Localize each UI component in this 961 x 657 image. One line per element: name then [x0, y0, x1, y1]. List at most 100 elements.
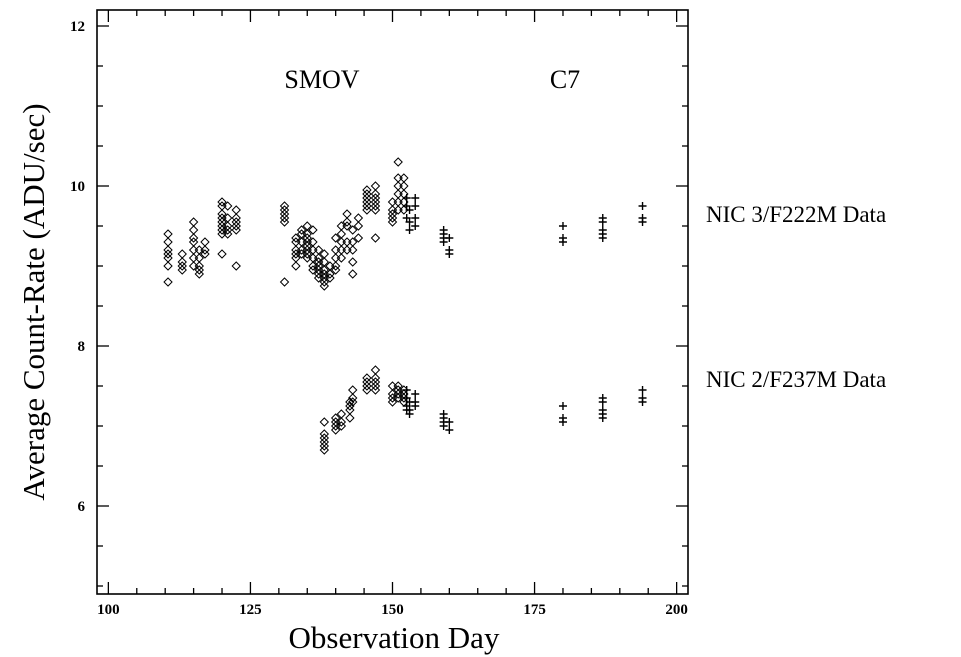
data-point-diamond: [336, 417, 347, 427]
data-point-diamond: [163, 229, 173, 239]
data-point-plus: [445, 250, 454, 258]
y-tick-label: 8: [78, 339, 86, 355]
data-point-plus: [558, 238, 567, 246]
data-point-diamond: [348, 385, 358, 395]
data-point-diamond: [393, 157, 403, 167]
data-point-plus: [402, 194, 411, 202]
x-tick-label: 100: [97, 602, 120, 618]
x-axis-title: Observation Day: [289, 620, 500, 655]
data-point-diamond: [319, 445, 330, 455]
data-point-diamond: [362, 201, 372, 211]
data-point-diamond: [370, 205, 381, 215]
data-point-diamond: [194, 269, 204, 279]
data-point-diamond: [353, 221, 364, 231]
data-point-plus: [558, 402, 567, 410]
data-point-plus: [445, 418, 454, 426]
data-point-diamond: [291, 233, 301, 243]
plot-frame: [96, 9, 689, 595]
data-point-diamond: [330, 233, 341, 243]
y-tick-label: 12: [70, 19, 85, 35]
data-point-diamond: [163, 237, 173, 247]
y-tick-label: 6: [78, 499, 86, 515]
annotations: SMOV C7: [284, 65, 580, 94]
data-point-plus: [411, 390, 420, 398]
data-point-plus: [439, 238, 448, 246]
data-point-plus: [598, 218, 607, 226]
data-point-diamond: [348, 397, 358, 407]
data-point-diamond: [348, 257, 358, 267]
data-point-diamond: [200, 249, 210, 259]
data-point-diamond: [387, 197, 398, 207]
x-tick-label: 125: [239, 602, 262, 618]
data-point-plus: [638, 398, 647, 406]
data-point-plus: [402, 386, 411, 394]
y-axis-title: Average Count-Rate (ADU/sec): [16, 103, 51, 500]
data-point-diamond: [330, 253, 341, 263]
data-point-diamond: [342, 245, 352, 255]
data-point-plus: [445, 234, 454, 242]
data-point-plus: [411, 202, 420, 210]
data-points: [163, 157, 647, 455]
x-tick-labels: 100 125 150 175 200: [97, 602, 688, 618]
annotation-label: SMOV: [284, 65, 359, 94]
data-point-diamond: [353, 233, 364, 243]
x-tick-label: 175: [523, 602, 546, 618]
data-point-diamond: [222, 201, 233, 211]
data-point-diamond: [342, 237, 352, 247]
data-point-plus: [598, 414, 607, 422]
data-point-diamond: [330, 425, 341, 435]
data-point-diamond: [387, 397, 398, 407]
x-tick-label: 150: [381, 602, 404, 618]
data-point-diamond: [399, 181, 409, 191]
data-point-plus: [598, 398, 607, 406]
data-point-diamond: [370, 201, 381, 211]
series-label: NIC 3/F222M Data: [706, 202, 886, 227]
data-point-diamond: [399, 173, 409, 183]
data-point-diamond: [188, 225, 199, 235]
data-point-diamond: [279, 277, 290, 287]
data-point-diamond: [362, 205, 372, 215]
data-point-diamond: [342, 221, 352, 231]
data-point-diamond: [200, 245, 210, 255]
data-point-plus: [411, 214, 420, 222]
data-point-plus: [405, 206, 414, 214]
data-point-diamond: [370, 385, 381, 395]
data-point-diamond: [231, 205, 241, 215]
data-point-plus: [638, 386, 647, 394]
data-point-diamond: [163, 277, 173, 287]
data-point-diamond: [194, 265, 204, 275]
data-point-diamond: [342, 209, 352, 219]
data-point-diamond: [393, 189, 403, 199]
data-point-diamond: [325, 273, 335, 283]
data-point-plus: [405, 226, 414, 234]
data-point-diamond: [345, 401, 355, 411]
data-point-diamond: [319, 281, 330, 291]
data-point-diamond: [353, 213, 364, 223]
data-point-diamond: [296, 225, 307, 235]
series-labels: NIC 3/F222M Data NIC 2/F237M Data: [706, 202, 886, 392]
data-point-diamond: [348, 393, 358, 403]
data-point-diamond: [319, 417, 330, 427]
data-point-diamond: [387, 213, 398, 223]
data-point-diamond: [336, 421, 347, 431]
data-point-diamond: [393, 197, 403, 207]
data-point-plus: [638, 218, 647, 226]
data-point-diamond: [330, 245, 341, 255]
data-point-diamond: [217, 249, 227, 259]
data-point-plus: [405, 218, 414, 226]
data-point-diamond: [393, 181, 403, 191]
data-point-plus: [445, 426, 454, 434]
data-point-diamond: [342, 217, 352, 227]
data-point-diamond: [370, 233, 381, 243]
data-point-plus: [638, 202, 647, 210]
data-point-diamond: [319, 441, 330, 451]
data-point-diamond: [200, 237, 210, 247]
data-point-diamond: [370, 365, 381, 375]
data-point-diamond: [387, 217, 398, 227]
data-point-plus: [411, 222, 420, 230]
data-point-diamond: [370, 181, 381, 191]
data-point-diamond: [345, 413, 355, 423]
data-point-diamond: [362, 381, 372, 391]
data-point-diamond: [370, 381, 381, 391]
